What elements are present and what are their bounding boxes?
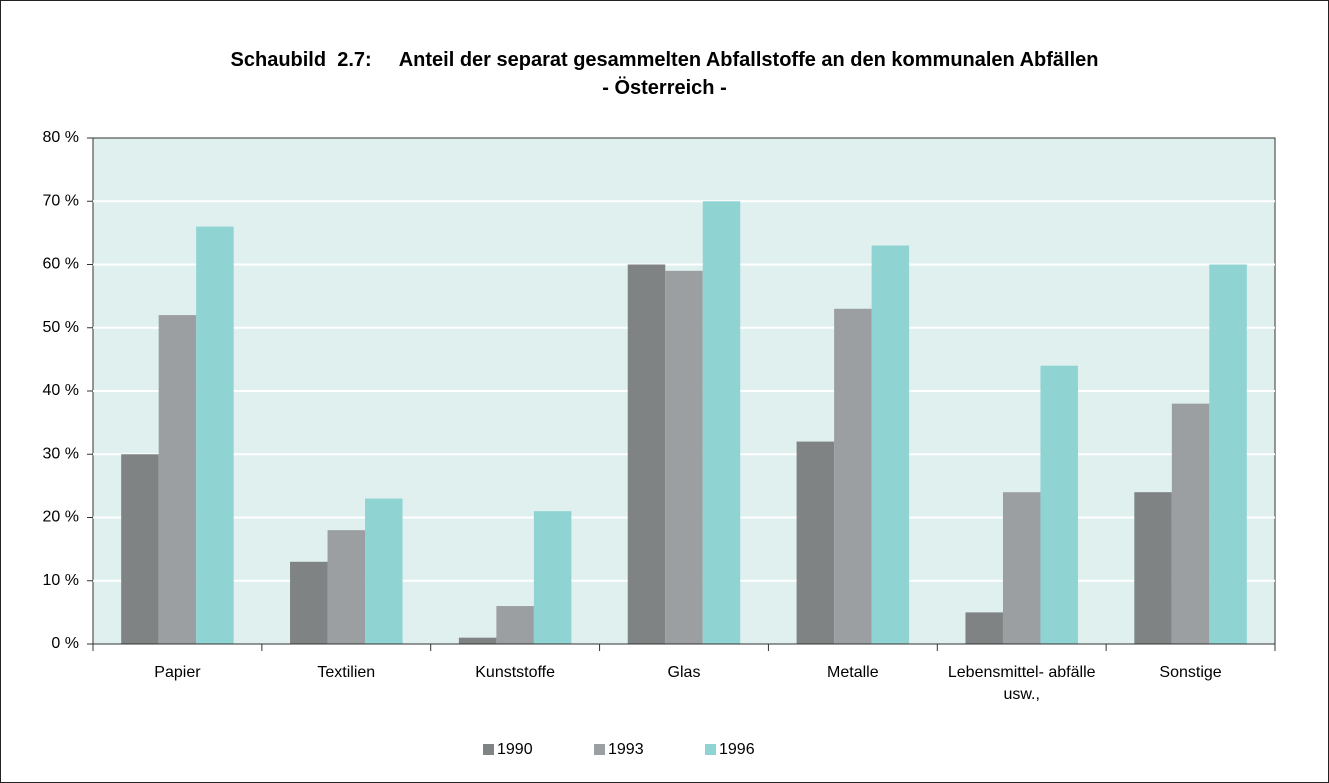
bar: [121, 454, 159, 644]
x-tick-label: Glas: [667, 664, 701, 681]
bar: [796, 441, 835, 644]
x-tick-label: Textilien: [317, 664, 376, 681]
bar: [1209, 264, 1247, 644]
x-tick-label: Kunststoffe: [475, 664, 556, 681]
bar: [871, 245, 910, 644]
legend-label: 1996: [719, 741, 755, 758]
bar: [665, 270, 703, 644]
bar: [834, 308, 872, 644]
y-tick-label: 20 %: [43, 509, 79, 526]
legend-label: 1993: [608, 741, 644, 758]
bar: [158, 315, 197, 644]
x-tick-label: Metalle: [827, 664, 879, 681]
bar: [1134, 492, 1172, 644]
bar: [533, 511, 572, 644]
bar: [196, 226, 234, 645]
bar: [627, 264, 666, 644]
bar: [1002, 492, 1041, 644]
bar: [290, 561, 328, 644]
y-tick-label: 10 %: [43, 572, 79, 589]
bar: [965, 612, 1003, 644]
bar: [327, 530, 366, 644]
x-tick-label: Papier: [154, 664, 201, 681]
x-tick-label: Lebensmittel- abfälle usw.,: [947, 664, 1096, 703]
y-tick-label: 30 %: [43, 445, 79, 462]
chart-title: Schaubild 2.7: Anteil der separat gesamm…: [230, 49, 1099, 71]
y-tick-label: 80 %: [43, 129, 79, 146]
legend-swatch: [594, 744, 605, 755]
legend-swatch: [483, 744, 494, 755]
y-tick-label: 60 %: [43, 256, 79, 273]
y-tick-label: 40 %: [43, 382, 79, 399]
legend-label: 1990: [497, 741, 533, 758]
y-tick-label: 70 %: [43, 192, 79, 209]
y-tick-label: 50 %: [43, 319, 79, 336]
y-tick-label: 0 %: [51, 635, 79, 652]
bar: [496, 606, 534, 644]
bar: [458, 637, 497, 644]
legend-swatch: [705, 744, 716, 755]
bar: [702, 201, 741, 644]
bar: [365, 498, 403, 644]
bar: [1171, 403, 1210, 644]
chart-subtitle: - Österreich -: [602, 77, 727, 99]
bar: [1040, 365, 1078, 644]
x-tick-label: Sonstige: [1159, 664, 1222, 681]
